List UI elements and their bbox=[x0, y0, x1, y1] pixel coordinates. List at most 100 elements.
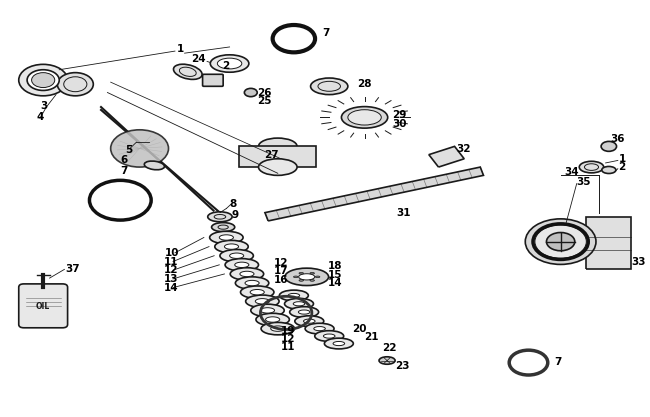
PathPatch shape bbox=[586, 217, 631, 269]
Ellipse shape bbox=[299, 280, 304, 281]
Circle shape bbox=[27, 70, 59, 90]
Text: 1: 1 bbox=[618, 154, 626, 164]
Text: 14: 14 bbox=[328, 278, 343, 288]
Ellipse shape bbox=[348, 110, 382, 125]
Ellipse shape bbox=[261, 322, 294, 335]
Bar bbox=[239, 146, 317, 167]
Ellipse shape bbox=[295, 316, 324, 327]
Ellipse shape bbox=[211, 55, 249, 72]
Text: 7: 7 bbox=[322, 28, 330, 38]
Ellipse shape bbox=[240, 286, 274, 299]
Text: 18: 18 bbox=[328, 261, 343, 271]
FancyBboxPatch shape bbox=[19, 284, 68, 328]
Ellipse shape bbox=[285, 299, 313, 309]
Ellipse shape bbox=[270, 326, 285, 332]
Text: 15: 15 bbox=[328, 270, 343, 280]
Text: 9: 9 bbox=[231, 210, 239, 220]
Text: 36: 36 bbox=[610, 134, 625, 144]
Text: 35: 35 bbox=[577, 177, 592, 187]
Ellipse shape bbox=[250, 289, 265, 295]
Text: 33: 33 bbox=[631, 256, 646, 266]
Ellipse shape bbox=[210, 231, 243, 244]
Ellipse shape bbox=[261, 308, 274, 313]
Text: 14: 14 bbox=[163, 283, 178, 293]
Ellipse shape bbox=[305, 323, 334, 334]
Ellipse shape bbox=[144, 161, 164, 170]
Ellipse shape bbox=[229, 253, 244, 259]
Text: 13: 13 bbox=[163, 274, 178, 284]
Text: 29: 29 bbox=[392, 111, 407, 120]
Text: 7: 7 bbox=[554, 357, 562, 367]
Ellipse shape bbox=[288, 294, 300, 298]
Ellipse shape bbox=[217, 58, 242, 69]
Text: 6: 6 bbox=[120, 155, 127, 165]
Ellipse shape bbox=[333, 342, 344, 346]
Text: 3: 3 bbox=[40, 101, 47, 111]
Ellipse shape bbox=[259, 138, 297, 155]
Ellipse shape bbox=[315, 331, 344, 342]
Text: 20: 20 bbox=[352, 324, 367, 334]
Ellipse shape bbox=[310, 280, 315, 281]
Ellipse shape bbox=[280, 290, 308, 301]
Text: 25: 25 bbox=[257, 96, 272, 106]
Text: 7: 7 bbox=[120, 166, 127, 176]
Circle shape bbox=[111, 130, 168, 167]
Text: 2: 2 bbox=[618, 162, 626, 172]
Text: 28: 28 bbox=[357, 79, 371, 89]
Ellipse shape bbox=[341, 107, 387, 128]
PathPatch shape bbox=[429, 146, 464, 167]
Ellipse shape bbox=[255, 299, 270, 304]
Ellipse shape bbox=[579, 161, 604, 173]
Ellipse shape bbox=[224, 244, 239, 249]
Ellipse shape bbox=[259, 159, 297, 176]
Circle shape bbox=[535, 225, 586, 258]
Text: 10: 10 bbox=[165, 248, 180, 258]
Ellipse shape bbox=[314, 327, 326, 331]
Ellipse shape bbox=[304, 319, 315, 323]
Ellipse shape bbox=[285, 268, 328, 286]
Text: 12: 12 bbox=[280, 334, 295, 344]
Ellipse shape bbox=[235, 277, 269, 289]
Circle shape bbox=[32, 73, 55, 88]
Ellipse shape bbox=[294, 276, 298, 278]
Ellipse shape bbox=[225, 259, 259, 271]
Text: 34: 34 bbox=[564, 167, 579, 177]
Text: 30: 30 bbox=[392, 118, 407, 128]
Ellipse shape bbox=[315, 276, 320, 278]
Ellipse shape bbox=[299, 272, 304, 274]
Ellipse shape bbox=[208, 212, 232, 222]
Circle shape bbox=[525, 219, 596, 264]
Text: 19: 19 bbox=[280, 326, 294, 336]
Text: 17: 17 bbox=[274, 266, 289, 276]
Text: 37: 37 bbox=[66, 264, 81, 274]
Circle shape bbox=[547, 233, 575, 251]
Ellipse shape bbox=[230, 268, 264, 280]
Text: 11: 11 bbox=[163, 256, 178, 266]
Text: 11: 11 bbox=[280, 342, 295, 352]
Ellipse shape bbox=[311, 78, 348, 95]
PathPatch shape bbox=[265, 167, 484, 221]
Ellipse shape bbox=[266, 317, 280, 322]
Text: 24: 24 bbox=[191, 54, 205, 64]
Ellipse shape bbox=[293, 302, 305, 306]
Ellipse shape bbox=[602, 166, 616, 173]
Ellipse shape bbox=[256, 313, 289, 326]
Ellipse shape bbox=[245, 280, 259, 286]
Ellipse shape bbox=[310, 272, 315, 274]
Text: 5: 5 bbox=[125, 145, 133, 155]
Text: 31: 31 bbox=[396, 208, 411, 219]
Ellipse shape bbox=[379, 357, 395, 364]
Circle shape bbox=[19, 64, 68, 96]
Text: 22: 22 bbox=[383, 343, 397, 353]
Ellipse shape bbox=[324, 334, 335, 338]
Ellipse shape bbox=[251, 304, 284, 317]
Text: 4: 4 bbox=[37, 112, 44, 122]
Text: 12: 12 bbox=[274, 258, 289, 268]
Circle shape bbox=[601, 141, 617, 151]
Ellipse shape bbox=[212, 223, 235, 232]
Circle shape bbox=[57, 73, 94, 96]
Text: 1: 1 bbox=[177, 44, 184, 54]
Circle shape bbox=[244, 88, 257, 97]
Ellipse shape bbox=[220, 249, 254, 262]
Text: OIL: OIL bbox=[36, 302, 50, 311]
